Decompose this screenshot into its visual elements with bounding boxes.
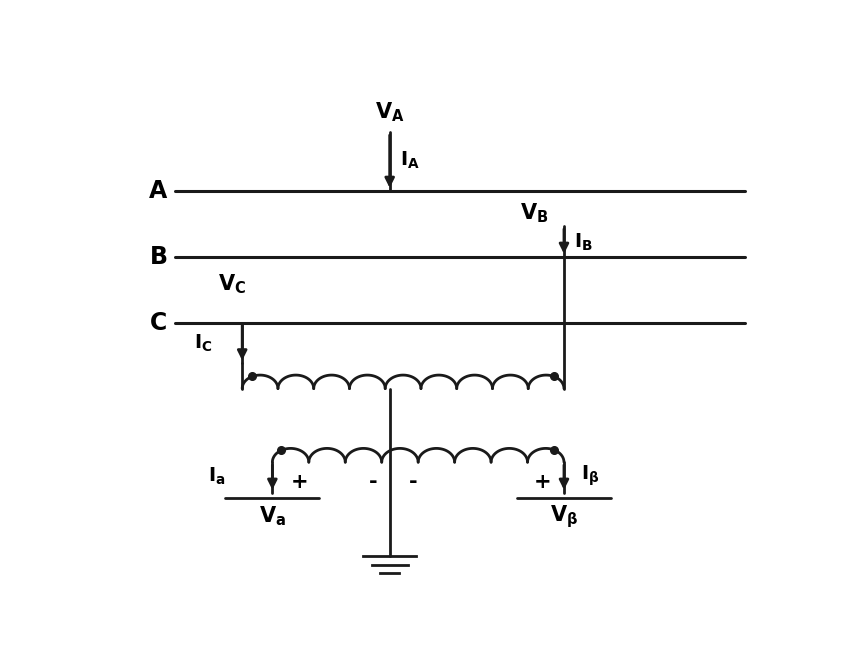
Text: $\mathbf{V_C}$: $\mathbf{V_C}$	[218, 273, 247, 297]
Text: C: C	[150, 310, 167, 335]
Text: -: -	[409, 473, 418, 492]
Text: +: +	[534, 473, 551, 492]
Text: $\mathbf{V_A}$: $\mathbf{V_A}$	[375, 100, 405, 124]
Text: $\mathbf{I_a}$: $\mathbf{I_a}$	[208, 465, 226, 486]
Text: $\mathbf{I_{\beta}}$: $\mathbf{I_{\beta}}$	[580, 464, 599, 488]
Text: $\mathbf{I_C}$: $\mathbf{I_C}$	[194, 332, 212, 354]
Text: A: A	[150, 179, 168, 203]
Text: $\mathbf{I_B}$: $\mathbf{I_B}$	[574, 232, 593, 253]
Text: B: B	[150, 244, 168, 269]
Text: -: -	[368, 473, 377, 492]
Text: $\mathbf{V_a}$: $\mathbf{V_a}$	[259, 505, 286, 529]
Text: +: +	[291, 473, 308, 492]
Text: $\mathbf{V_{\beta}}$: $\mathbf{V_{\beta}}$	[550, 503, 578, 530]
Text: $\mathbf{V_B}$: $\mathbf{V_B}$	[520, 202, 548, 225]
Text: $\mathbf{I_A}$: $\mathbf{I_A}$	[400, 150, 420, 171]
